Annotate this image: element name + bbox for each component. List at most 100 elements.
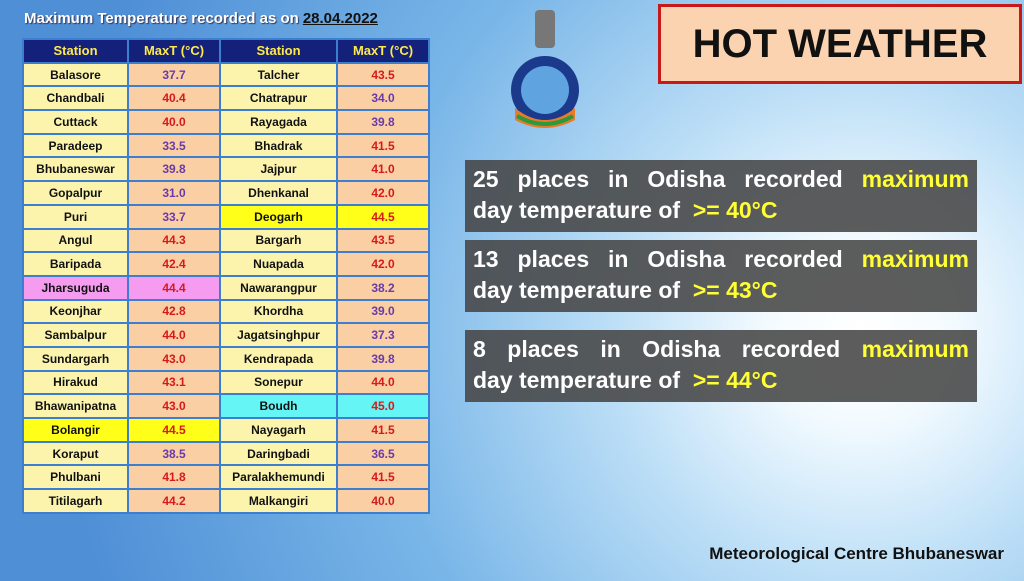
table-row: Sundargarh 43.0 Kendrapada 39.8	[22, 345, 430, 372]
temperature: 44.5	[127, 417, 221, 443]
statement-line: 8 places in Odisha recorded maximum	[473, 334, 969, 365]
temperature: 41.8	[127, 464, 221, 491]
date: 28.04.2022	[302, 10, 378, 27]
station: Keonjhar	[22, 298, 129, 325]
footer: Meteorological Centre Bhubaneswar	[709, 544, 1004, 563]
table-row: Keonjhar 42.8 Khordha 39.0	[22, 298, 430, 325]
temperature: 36.5	[336, 440, 430, 467]
temperature: 43.0	[127, 393, 221, 419]
table-row: Baripada 42.4 Nuapada 42.0	[22, 251, 430, 277]
station: Bargarh	[219, 227, 338, 254]
statement-line: 13 places in Odisha recorded maximum	[473, 244, 969, 275]
temperature: 45.0	[336, 393, 430, 419]
statement-text: day temperature of	[473, 197, 681, 223]
station: Chatrapur	[219, 85, 338, 112]
temperature: 39.8	[127, 156, 221, 183]
station: Jagatsinghpur	[219, 322, 338, 348]
table-row: Bhawanipatna 43.0 Boudh 45.0	[22, 393, 430, 419]
statement-line: day temperature of >= 40°C	[473, 195, 969, 226]
temperature: 42.4	[127, 251, 221, 277]
station: Talcher	[219, 61, 338, 88]
temperature: 39.8	[336, 109, 430, 135]
station: Daringbadi	[219, 440, 338, 467]
station: Dhenkanal	[219, 180, 338, 206]
station: Koraput	[22, 440, 129, 467]
temperature: 44.4	[127, 274, 221, 301]
temperature: 41.5	[336, 132, 430, 159]
table-row: Titilagarh 44.2 Malkangiri 40.0	[22, 488, 430, 514]
table-row: Koraput 38.5 Daringbadi 36.5	[22, 440, 430, 467]
station: Nuapada	[219, 251, 338, 277]
table-row: Jharsuguda 44.4 Nawarangpur 38.2	[22, 274, 430, 301]
station: Deogarh	[219, 203, 338, 230]
station: Angul	[22, 227, 129, 254]
temperature: 40.4	[127, 85, 221, 112]
table-row: Phulbani 41.8 Paralakhemundi 41.5	[22, 464, 430, 491]
station: Bhubaneswar	[22, 156, 129, 183]
station: Gopalpur	[22, 180, 129, 206]
emblem	[535, 10, 555, 48]
temperature: 43.0	[127, 345, 221, 372]
temperature: 39.0	[336, 298, 430, 325]
temperature: 42.8	[127, 298, 221, 325]
statement: 25 places in Odisha recorded maximum day …	[465, 160, 977, 232]
station: Boudh	[219, 393, 338, 419]
table-row: Sambalpur 44.0 Jagatsinghpur 37.3	[22, 322, 430, 348]
table-row: Angul 44.3 Bargarh 43.5	[22, 227, 430, 254]
statement-text: 8 places in Odisha recorded	[473, 336, 841, 362]
statement-line: 25 places in Odisha recorded maximum	[473, 164, 969, 195]
statement: 13 places in Odisha recorded maximum day …	[465, 240, 977, 312]
table-row: Cuttack 40.0 Rayagada 39.8	[22, 109, 430, 135]
station: Baripada	[22, 251, 129, 277]
temperature: 33.7	[127, 203, 221, 230]
station: Paradeep	[22, 132, 129, 159]
temperature: 43.5	[336, 227, 430, 254]
station: Sambalpur	[22, 322, 129, 348]
temperature: 40.0	[127, 109, 221, 135]
statement: 8 places in Odisha recorded maximum day t…	[465, 330, 977, 402]
column-header: MaxT (°C)	[336, 38, 430, 64]
station: Sundargarh	[22, 345, 129, 372]
station: Sonepur	[219, 369, 338, 396]
temperature: 38.2	[336, 274, 430, 301]
station: Rayagada	[219, 109, 338, 135]
statement-threshold: >= 43°C	[692, 277, 778, 303]
station: Balasore	[22, 61, 129, 88]
statement-threshold: >= 44°C	[692, 367, 778, 393]
statement-line: day temperature of >= 44°C	[473, 365, 969, 396]
title: Maximum Temperature recorded as on	[24, 10, 299, 27]
station: Nayagarh	[219, 417, 338, 443]
statement-text: 25 places in Odisha recorded	[473, 166, 843, 192]
temperature: 41.5	[336, 464, 430, 491]
table-row: Bhubaneswar 39.8 Jajpur 41.0	[22, 156, 430, 183]
table-row: Puri 33.7 Deogarh 44.5	[22, 203, 430, 230]
table-row: Paradeep 33.5 Bhadrak 41.5	[22, 132, 430, 159]
temperature: 44.0	[336, 369, 430, 396]
temperature: 44.2	[127, 488, 221, 514]
station: Bhawanipatna	[22, 393, 129, 419]
temperature: 34.0	[336, 85, 430, 112]
temperature-table: Station MaxT (°C) Station MaxT (°C) Balasore…	[22, 38, 430, 514]
temperature: 41.0	[336, 156, 430, 183]
station: Cuttack	[22, 109, 129, 135]
statement-emphasis: maximum	[861, 246, 969, 272]
temperature: 38.5	[127, 440, 221, 467]
temperature: 37.7	[127, 61, 221, 88]
table-row: Hirakud 43.1 Sonepur 44.0	[22, 369, 430, 396]
temperature: 33.5	[127, 132, 221, 159]
temperature: 43.1	[127, 369, 221, 396]
statement-text: day temperature of	[473, 367, 681, 393]
statement-line: day temperature of >= 43°C	[473, 275, 969, 306]
temperature: 41.5	[336, 417, 430, 443]
station: Paralakhemundi	[219, 464, 338, 491]
station: Khordha	[219, 298, 338, 325]
statement-text: 13 places in Odisha recorded	[473, 246, 843, 272]
station: Phulbani	[22, 464, 129, 491]
statement-emphasis: maximum	[861, 336, 969, 362]
table-row: Balasore 37.7 Talcher 43.5	[22, 61, 430, 88]
station: Kendrapada	[219, 345, 338, 372]
station: Bolangir	[22, 417, 129, 443]
column-header: Station	[22, 38, 129, 64]
ribbon-green	[516, 114, 574, 126]
